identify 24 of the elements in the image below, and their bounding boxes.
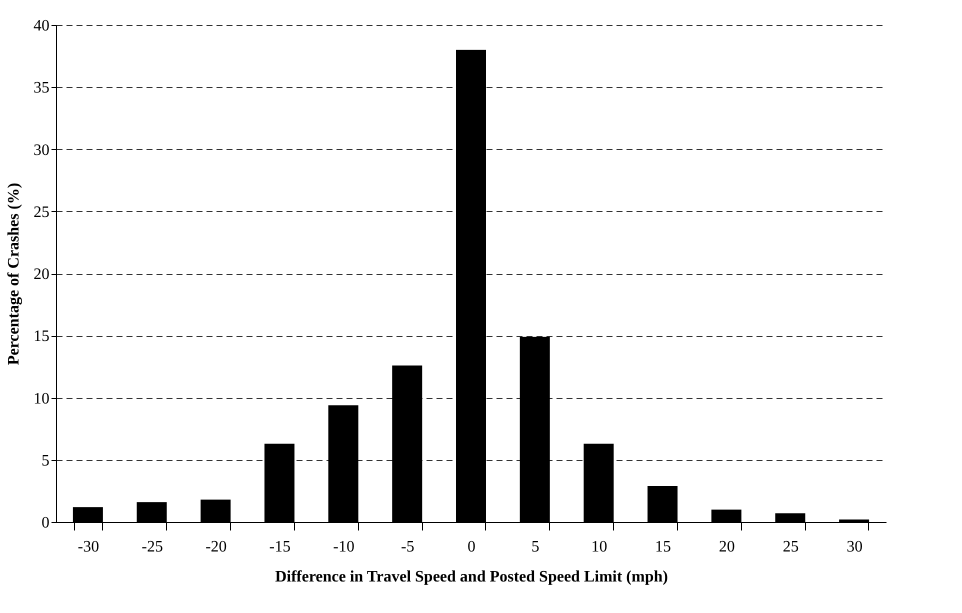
x-tick-label: -30 — [78, 538, 100, 556]
y-tick-label: 40 — [34, 18, 50, 34]
x-tick-label: 10 — [591, 538, 608, 556]
x-tick-label: -25 — [142, 538, 163, 556]
x-tick-label: 25 — [782, 538, 799, 556]
y-axis-title: Percentage of Crashes (%) — [6, 182, 22, 366]
x-tick-label: -20 — [205, 538, 227, 556]
y-tick-label: 15 — [34, 328, 50, 346]
y-tick-label: 25 — [34, 204, 50, 221]
y-tick-label: 20 — [34, 266, 50, 283]
y-tick-label: 30 — [34, 142, 50, 159]
x-tick-label: 15 — [655, 538, 672, 556]
x-tick-label: 5 — [531, 538, 540, 556]
x-tick-label: -5 — [400, 538, 414, 556]
x-tick-label: -15 — [269, 538, 291, 556]
x-tick-label: -10 — [333, 538, 354, 556]
y-tick-label: 0 — [42, 514, 50, 532]
x-tick-label: 0 — [468, 538, 476, 556]
x-axis-title: Difference in Travel Speed and Posted Speed Limit (mph) — [275, 568, 668, 586]
x-tick-label: 30 — [846, 538, 863, 556]
y-tick-label: 10 — [34, 390, 50, 408]
x-tick-label: 20 — [718, 538, 735, 556]
y-tick-label: 35 — [34, 80, 50, 97]
y-tick-label: 5 — [42, 452, 50, 470]
